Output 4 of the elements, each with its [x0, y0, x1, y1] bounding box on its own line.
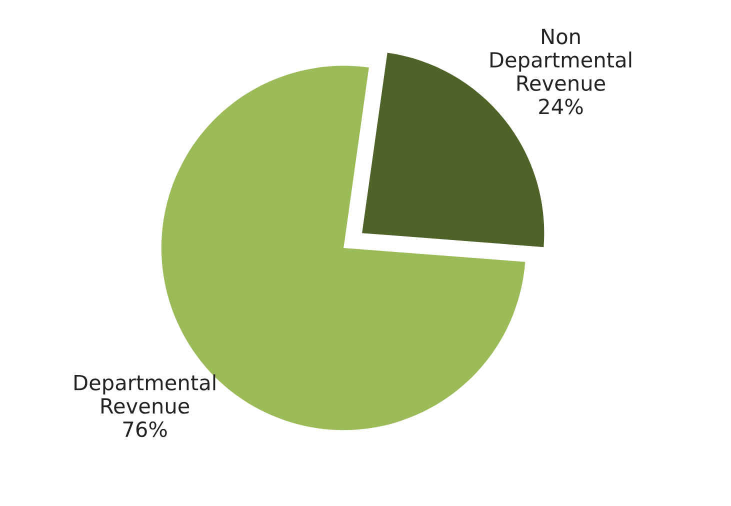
data-label: 24%: [539, 98, 583, 114]
slice-label: Departmental Revenue: [74, 374, 216, 414]
slice-label: Non Departmental Revenue: [490, 28, 632, 92]
data-label: 76%: [123, 421, 167, 438]
